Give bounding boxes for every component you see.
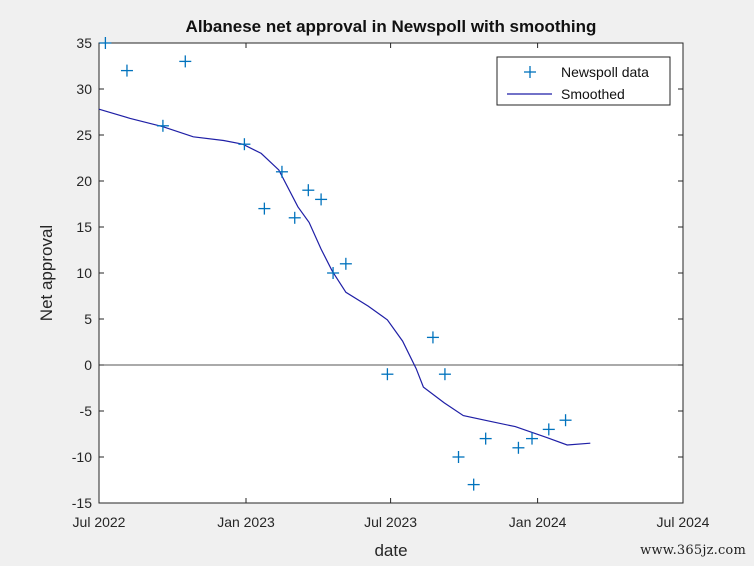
- data-point: [339, 257, 352, 270]
- y-tick-label: 0: [84, 357, 92, 373]
- data-point: [120, 64, 133, 77]
- y-tick-label: -15: [72, 495, 92, 511]
- y-tick-label: 20: [76, 173, 92, 189]
- watermark: www.365jz.com: [640, 543, 746, 558]
- x-tick-label: Jul 2023: [364, 514, 417, 530]
- y-axis: 35 30 25 20 15 10 5 0 -5 -10 -15: [72, 35, 683, 511]
- x-tick-label: Jan 2023: [217, 514, 275, 530]
- y-tick-label: 15: [76, 219, 92, 235]
- y-tick-label: 35: [76, 35, 92, 51]
- legend-box: [496, 56, 671, 106]
- data-point: [526, 432, 539, 445]
- data-point: [302, 184, 315, 197]
- chart-title: Albanese net approval in Newspoll with s…: [186, 17, 597, 36]
- data-point: [467, 478, 480, 491]
- data-point: [288, 211, 301, 224]
- y-tick-label: 25: [76, 127, 92, 143]
- series-smoothed-line: [98, 108, 591, 446]
- x-axis-label: date: [374, 541, 407, 560]
- data-point: [438, 368, 451, 381]
- data-point: [426, 331, 439, 344]
- y-tick-label: 30: [76, 81, 92, 97]
- x-tick-label: Jul 2022: [73, 514, 126, 530]
- legend-plus-icon: [524, 66, 536, 78]
- data-point: [156, 119, 169, 132]
- legend-label-smoothed: Smoothed: [561, 86, 625, 102]
- series-newspoll-markers: [99, 37, 572, 491]
- y-tick-label: -10: [72, 449, 92, 465]
- data-point: [315, 193, 328, 206]
- x-axis: Jul 2022 Jan 2023 Jul 2023 Jan 2024 Jul 2024: [73, 43, 710, 530]
- data-point: [452, 451, 465, 463]
- data-point: [512, 441, 525, 454]
- y-tick-label: 5: [84, 311, 92, 327]
- data-point: [238, 138, 251, 151]
- legend: Newspoll data Smoothed: [496, 56, 671, 106]
- y-tick-label: 10: [76, 265, 92, 281]
- y-axis-label: Net approval: [37, 225, 56, 321]
- plot-area: [98, 42, 684, 504]
- legend-label-newspoll: Newspoll data: [561, 64, 649, 80]
- x-tick-label: Jan 2024: [509, 514, 567, 530]
- legend-marker-newspoll: [524, 66, 536, 78]
- data-point: [258, 202, 271, 215]
- data-point: [559, 414, 572, 427]
- data-point: [479, 432, 492, 445]
- data-point: [542, 423, 555, 436]
- data-point: [327, 267, 340, 279]
- data-point: [275, 165, 288, 178]
- y-tick-label: -5: [80, 403, 93, 419]
- data-point: [179, 55, 192, 68]
- data-point: [99, 37, 112, 49]
- x-tick-label: Jul 2024: [657, 514, 710, 530]
- data-point: [381, 368, 394, 381]
